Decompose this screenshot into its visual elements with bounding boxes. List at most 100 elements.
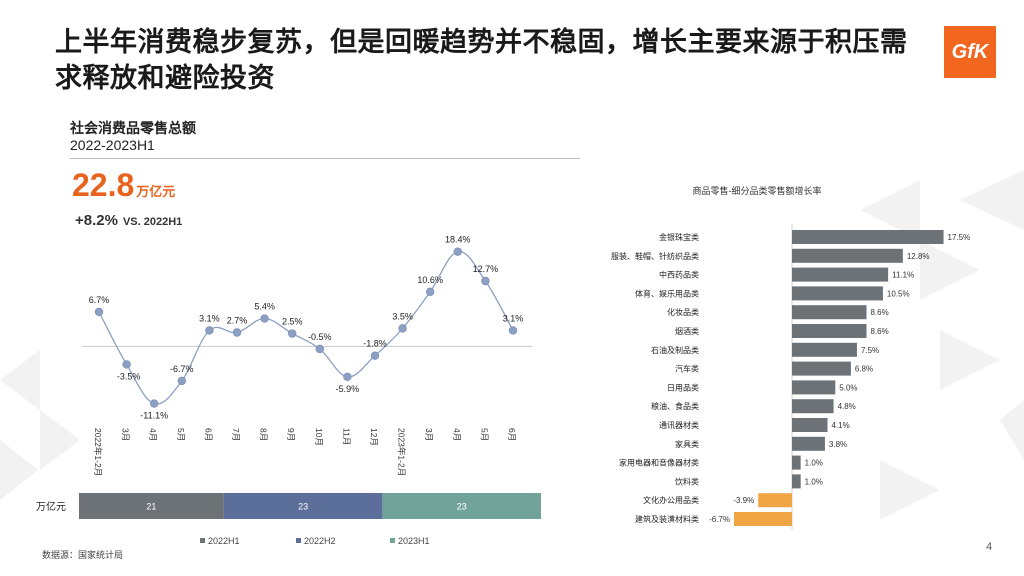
bar-category-label: 建筑及装潢材料类 <box>635 514 699 524</box>
bar-value-label: 3.8% <box>829 440 847 449</box>
stack-segment-label: 23 <box>457 502 467 512</box>
data-label: -6.7% <box>170 364 194 374</box>
data-label: 5.4% <box>254 302 275 312</box>
total-value: 22.8 <box>72 167 135 203</box>
bar-category-label: 石油及制品类 <box>651 345 699 355</box>
stack-segment <box>79 493 224 519</box>
section-title: 社会消费品零售总额 <box>70 120 196 136</box>
stack-segment <box>382 493 541 519</box>
data-point <box>508 326 518 335</box>
data-point <box>122 360 131 369</box>
x-tick-label: 12月 <box>369 428 379 446</box>
bar-value-label: 5.0% <box>839 383 857 392</box>
category-bar <box>792 474 801 489</box>
bar-category-label: 家具类 <box>675 439 699 449</box>
x-tick-label: 9月 <box>286 428 296 441</box>
category-bar <box>792 305 867 320</box>
bar-value-label: 17.5% <box>948 233 971 242</box>
legend-label: 2023H1 <box>398 536 430 546</box>
stack-segment <box>223 493 383 519</box>
bar-value-label: 4.8% <box>838 402 856 411</box>
data-point <box>260 314 269 323</box>
category-bar <box>792 399 834 414</box>
x-tick-label: 5月 <box>176 428 186 441</box>
bar-category-label: 金银珠宝类 <box>659 232 699 242</box>
category-bar <box>792 248 903 263</box>
bar-value-label: 7.5% <box>861 346 879 355</box>
bar-category-label: 饮料类 <box>675 476 699 486</box>
page-title: 上半年消费稳步复苏，但是回暖趋势并不稳固，增长主要来源于积压需求释放和避险投资 <box>55 27 908 93</box>
bar-category-label: 文化办公用品类 <box>643 495 699 505</box>
legend-swatch <box>390 538 395 543</box>
bar-value-label: -3.9% <box>733 496 754 505</box>
growth-rate: +8.2% VS. 2022H1 <box>75 212 182 229</box>
data-point <box>315 344 324 354</box>
x-tick-label: 11月 <box>341 428 351 445</box>
data-label: -5.9% <box>336 384 360 394</box>
growth-comparison: VS. 2022H1 <box>122 216 183 228</box>
bar-value-label: 4.1% <box>832 421 850 430</box>
section-period: 2022-2023H1 <box>70 137 155 153</box>
data-label: 3.1% <box>503 313 524 323</box>
category-bar <box>733 512 792 526</box>
bar-value-label: 12.8% <box>907 252 930 261</box>
data-point <box>453 247 462 256</box>
total-unit: 万亿元 <box>136 184 176 199</box>
data-label: 18.4% <box>445 235 471 245</box>
legend-swatch <box>200 538 205 543</box>
legend-swatch <box>296 538 301 543</box>
category-bar <box>792 361 851 376</box>
data-point <box>232 328 242 337</box>
stack-segment-label: 21 <box>146 502 156 512</box>
stack-segment-label: 23 <box>298 502 308 512</box>
bar-value-label: 11.1% <box>892 271 914 280</box>
bar-chart-title: 商品零售-细分品类零售额增长率 <box>693 185 822 196</box>
data-label: -3.5% <box>117 371 141 381</box>
data-point <box>426 287 435 297</box>
data-label: 12.7% <box>473 264 499 274</box>
x-tick-label: 2022年1-2月 <box>93 428 103 476</box>
data-label: -11.1% <box>140 411 168 421</box>
data-source: 数据源：国家统计局 <box>42 550 124 560</box>
category-bar <box>792 418 828 432</box>
category-bar <box>792 380 836 395</box>
data-point <box>94 307 104 317</box>
data-point <box>481 276 490 286</box>
data-point <box>343 372 352 381</box>
data-point <box>177 376 186 386</box>
bar-category-label: 化妆品类 <box>667 307 699 317</box>
stack-unit-label: 万亿元 <box>36 500 66 513</box>
x-tick-label: 6月 <box>507 428 517 441</box>
data-label: -1.8% <box>363 339 387 349</box>
page-number: 4 <box>986 541 993 553</box>
bar-value-label: 6.8% <box>855 365 873 374</box>
x-tick-label: 3月 <box>121 428 131 441</box>
x-tick-label: 5月 <box>479 428 489 441</box>
category-bar <box>792 436 825 451</box>
bar-category-label: 体育、娱乐用品类 <box>635 288 699 298</box>
category-bar <box>758 493 792 508</box>
section-divider <box>70 158 580 159</box>
bar-category-label: 粮油、食品类 <box>651 401 699 411</box>
data-point <box>149 399 159 408</box>
data-label: 6.7% <box>89 295 110 305</box>
bar-value-label: -6.7% <box>709 515 730 524</box>
growth-value: +8.2% <box>75 212 118 229</box>
growth-series-line <box>98 250 514 405</box>
bar-value-label: 8.6% <box>870 308 888 317</box>
x-tick-label: 8月 <box>259 428 269 441</box>
total-sales: 22.8 万亿元 <box>72 167 175 204</box>
bar-value-label: 8.6% <box>870 327 888 336</box>
category-bar <box>792 286 883 301</box>
bar-category-label: 通讯器材类 <box>659 420 699 430</box>
bar-category-label: 服装、鞋帽、针纺织品类 <box>611 251 699 261</box>
bar-category-label: 烟酒类 <box>675 326 699 336</box>
legend-label: 2022H2 <box>304 536 336 546</box>
bar-category-label: 中西药品类 <box>659 270 699 280</box>
data-point <box>205 326 214 335</box>
data-label: 3.1% <box>199 313 220 323</box>
